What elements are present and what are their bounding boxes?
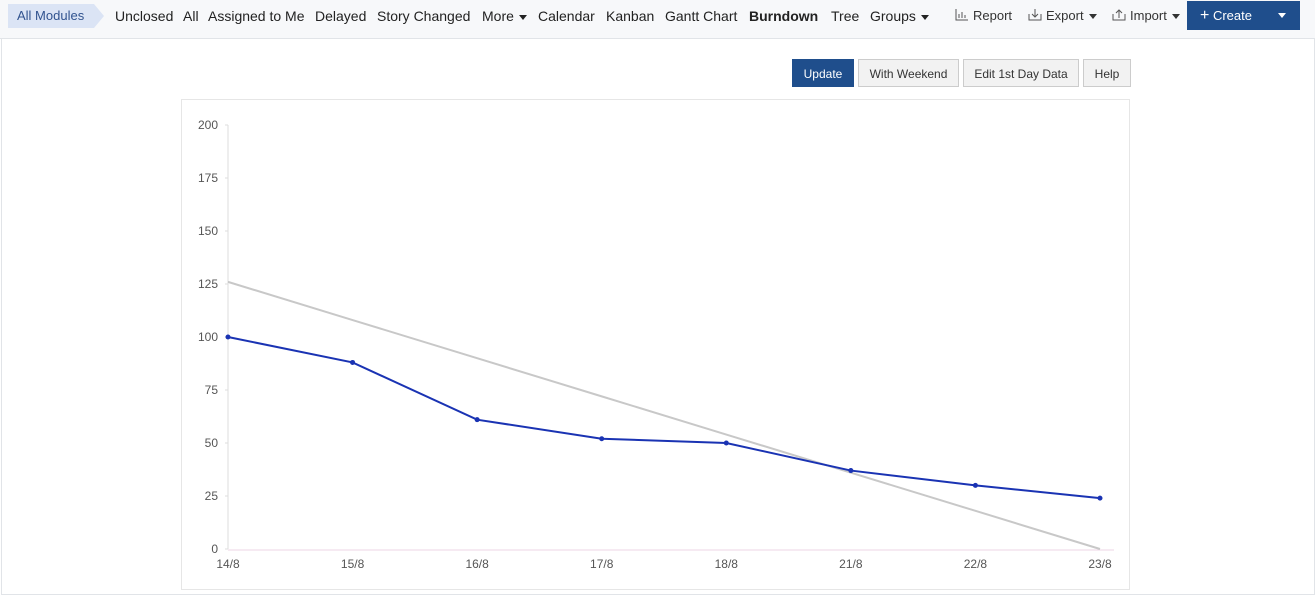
update-button[interactable]: Update [792, 59, 854, 87]
chart-frame [181, 99, 1130, 590]
breadcrumb[interactable]: All Modules [8, 4, 105, 28]
point [1097, 495, 1103, 501]
tab[interactable]: Unclosed [115, 8, 174, 24]
x-tick-label: 23/8 [1088, 557, 1112, 571]
tab-label: Groups [870, 8, 916, 24]
import-button[interactable]: Import [1112, 8, 1180, 23]
point [350, 359, 356, 365]
point [225, 334, 231, 340]
y-tick-label: 150 [198, 224, 218, 238]
tab[interactable]: Assigned to Me [208, 8, 305, 24]
point [723, 440, 729, 446]
tab[interactable]: More [482, 8, 527, 24]
x-tick-label: 16/8 [465, 557, 489, 571]
y-tick-label: 200 [198, 118, 218, 132]
tab[interactable]: Story Changed [377, 8, 471, 24]
x-tick-label: 17/8 [590, 557, 614, 571]
tab-label: More [482, 8, 514, 24]
tab[interactable]: Groups [870, 8, 929, 24]
weekend-button[interactable]: With Weekend [858, 59, 959, 87]
x-tick-label: 22/8 [964, 557, 988, 571]
export-button[interactable]: Export [1028, 8, 1097, 23]
tab[interactable]: Kanban [606, 8, 655, 24]
x-tick-label: 18/8 [715, 557, 739, 571]
label: Export [1046, 8, 1084, 23]
tab[interactable]: Calendar [538, 8, 595, 24]
y-tick-label: 0 [211, 542, 218, 556]
tab[interactable]: Delayed [315, 8, 367, 24]
y-tick-label: 50 [205, 436, 219, 450]
x-tick-label: 15/8 [341, 557, 365, 571]
tab[interactable]: Tree [831, 8, 860, 24]
toolbar: All Modules Unclosed All Assigned to Me … [0, 0, 1315, 39]
point [848, 468, 854, 474]
series-line [227, 336, 1101, 500]
icon [955, 9, 968, 21]
report-button[interactable]: Report [955, 8, 1012, 23]
plus-icon: + [1200, 7, 1210, 24]
tab[interactable]: Gantt Chart [665, 8, 738, 24]
create-button[interactable]: + Create [1187, 1, 1300, 30]
tab[interactable]: All [183, 8, 199, 24]
icon [1112, 9, 1126, 21]
x-tick-label: 21/8 [839, 557, 863, 571]
y-tick-label: 75 [205, 383, 219, 397]
y-tick-label: 125 [198, 277, 218, 291]
edit-button[interactable]: Edit 1st Day Data [963, 59, 1079, 87]
help-button[interactable]: Help [1083, 59, 1131, 87]
label: Import [1130, 8, 1167, 23]
point [599, 436, 605, 442]
label: Report [973, 8, 1013, 23]
point [972, 482, 978, 488]
tab-active[interactable]: Burndown [749, 8, 819, 24]
y-tick-label: 100 [198, 330, 218, 344]
y-tick-label: 175 [198, 171, 218, 185]
y-tick-label: 25 [205, 489, 219, 503]
icon [1028, 9, 1042, 21]
x-tick-label: 14/8 [216, 557, 240, 571]
label: Create [1212, 8, 1252, 23]
series-line [227, 280, 1101, 550]
point [474, 417, 480, 423]
